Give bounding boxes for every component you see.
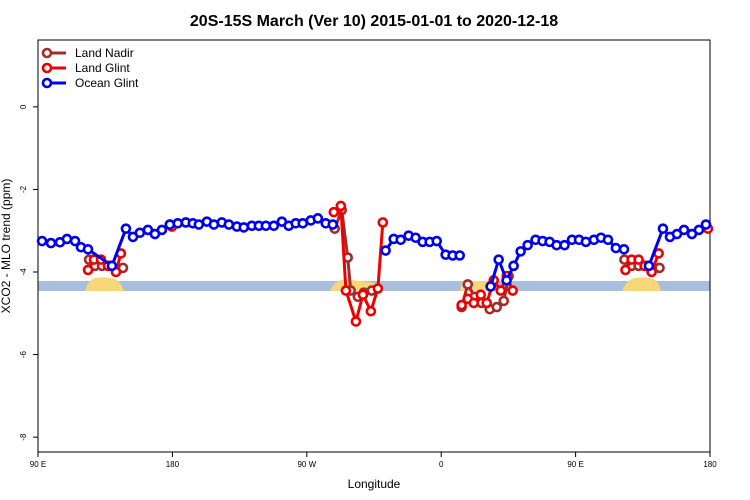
legend-label: Land Nadir <box>75 46 134 60</box>
data-point <box>268 220 280 232</box>
series-line <box>332 202 385 327</box>
y-tick-label: -6 <box>19 350 28 358</box>
data-point <box>454 250 466 261</box>
data-point <box>657 223 669 234</box>
data-point <box>498 295 510 307</box>
data-point <box>431 235 443 247</box>
data-point <box>580 236 592 248</box>
x-tick-label: 180 <box>703 460 717 469</box>
legend-label: Land Glint <box>75 61 130 75</box>
data-point <box>156 224 168 236</box>
data-point <box>61 233 73 245</box>
y-tick-label: -8 <box>19 433 28 441</box>
land-patch <box>85 277 124 291</box>
data-point <box>172 217 184 229</box>
y-axis-label: XCO2 - MLO trend (ppm) <box>0 179 13 314</box>
land-patch <box>622 277 661 291</box>
legend-marker <box>41 77 53 89</box>
data-point <box>372 283 384 294</box>
data-point <box>82 244 94 255</box>
data-point <box>620 264 631 276</box>
data-point <box>481 297 493 309</box>
data-point <box>485 281 496 292</box>
data-point <box>493 254 504 265</box>
data-point <box>45 237 57 249</box>
data-point <box>700 219 712 230</box>
data-point <box>312 213 324 224</box>
data-point <box>328 206 340 218</box>
x-tick-label: 90 W <box>297 460 316 469</box>
data-point <box>468 297 480 309</box>
plot-frame <box>37 39 711 453</box>
data-point <box>350 316 362 327</box>
y-tick-label: 0 <box>19 104 28 109</box>
data-point <box>618 244 630 255</box>
data-point <box>395 234 407 246</box>
data-point <box>340 285 352 296</box>
data-point <box>491 301 503 313</box>
data-point <box>654 262 665 274</box>
y-tick-label: -2 <box>19 185 28 193</box>
data-point <box>602 234 614 246</box>
data-point <box>365 305 377 317</box>
data-point <box>357 289 369 301</box>
data-point <box>515 246 526 257</box>
data-point <box>82 264 94 276</box>
data-point <box>678 224 690 236</box>
data-point <box>377 217 389 228</box>
data-point <box>456 299 467 311</box>
data-point <box>495 285 507 296</box>
data-point <box>643 260 655 272</box>
data-point <box>223 219 235 230</box>
data-point <box>559 239 570 251</box>
data-point <box>475 289 487 301</box>
data-point <box>36 235 48 247</box>
data-point <box>462 279 474 290</box>
data-point <box>106 260 118 272</box>
chart-title: 20S-15S March (Ver 10) 2015-01-01 to 202… <box>190 13 558 30</box>
data-point <box>120 223 132 234</box>
y-tick-label: -4 <box>19 268 28 276</box>
data-point <box>693 224 705 236</box>
legend-marker <box>41 47 53 59</box>
x-axis-label: Longitude <box>348 477 401 491</box>
data-point <box>238 222 250 233</box>
x-tick-label: 180 <box>166 460 180 469</box>
data-point <box>633 254 644 265</box>
data-point <box>69 235 81 247</box>
data-point <box>380 245 391 256</box>
data-point <box>335 200 347 212</box>
data-point <box>507 285 519 296</box>
x-tick-label: 90 E <box>567 460 583 469</box>
data-point <box>501 274 512 286</box>
legend-marker <box>41 62 53 74</box>
data-point <box>522 239 533 251</box>
data-point <box>610 242 622 254</box>
data-point <box>508 260 519 272</box>
x-tick-label: 0 <box>439 460 444 469</box>
legend-label: Ocean Glint <box>75 76 139 90</box>
x-tick-label: 90 E <box>30 460 46 469</box>
data-point <box>327 219 339 230</box>
